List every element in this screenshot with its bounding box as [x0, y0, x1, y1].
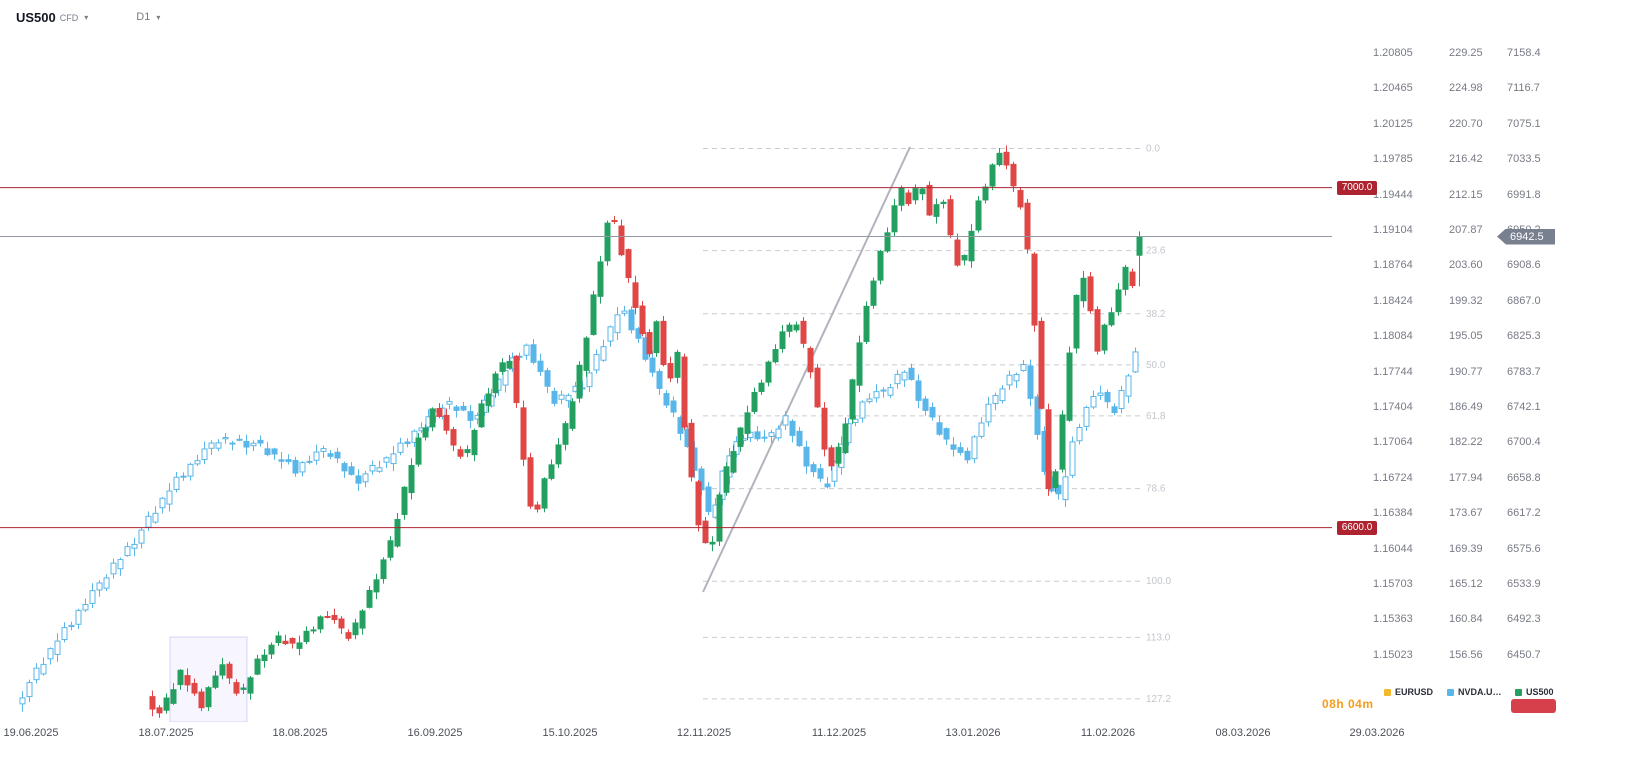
axis-value: 6492.3: [1507, 613, 1541, 626]
fib-label-127.2: 127.2: [1146, 694, 1171, 705]
axis-value: 220.70: [1449, 117, 1483, 130]
date-label: 19.06.2025: [3, 727, 59, 739]
axis-value: 6950.2: [1507, 224, 1541, 236]
axis-value: 1.17404: [1373, 401, 1413, 413]
axis-value: 203.60: [1449, 259, 1483, 272]
legend-item-us500[interactable]: US500: [1515, 687, 1554, 697]
axis-value: 6658.8: [1507, 471, 1541, 484]
trend-line[interactable]: [702, 146, 911, 593]
axis-value: 7033.5: [1507, 153, 1541, 166]
date-label: 11.02.2026: [1080, 727, 1136, 739]
time-scale[interactable]: 19.06.2025 18.07.2025 18.08.2025 16.09.2025…: [0, 722, 1635, 748]
date-label: 13.01.2026: [945, 727, 1001, 739]
axis-value: 1.19104: [1373, 224, 1413, 236]
legend-label: NVDA.U…: [1458, 687, 1502, 697]
fib-label-0.0: 0.0: [1146, 144, 1160, 155]
price-scales[interactable]: 1.20805 1.20465 1.20125 1.19785 1.19444 1.191…: [1340, 0, 1635, 722]
axis-value: 1.20125: [1373, 117, 1413, 130]
fib-label-23.6: 23.6: [1146, 246, 1166, 257]
chart-canvas[interactable]: 0.0 23.6 38.2 50.0 61.8 78.6 100.0 113.0 127.2: [0, 0, 1635, 722]
date-label: 16.09.2025: [407, 727, 463, 739]
axis-value: 1.18084: [1373, 330, 1413, 343]
price-scale-eurusd[interactable]: 1.20805 1.20465 1.20125 1.19785 1.19444 1.191…: [1373, 0, 1445, 722]
axis-value: 6991.8: [1507, 188, 1541, 201]
axis-value: 169.39: [1449, 542, 1483, 555]
axis-value: 6450.7: [1507, 648, 1541, 661]
axis-value: 1.15023: [1373, 648, 1413, 661]
axis-value: 195.05: [1449, 330, 1483, 343]
axis-value: 199.32: [1449, 294, 1483, 307]
date-label: 29.03.2026: [1349, 727, 1405, 739]
axis-value: 165.12: [1449, 578, 1483, 590]
axis-value: 190.77: [1449, 365, 1483, 378]
axis-value: 1.20465: [1373, 82, 1413, 95]
legend-item-nvdau[interactable]: NVDA.U…: [1447, 687, 1502, 697]
axis-value: 1.19444: [1373, 188, 1413, 201]
axis-value: 1.18764: [1373, 259, 1413, 272]
axis-value: 6575.6: [1507, 542, 1541, 555]
legend-label: US500: [1526, 687, 1554, 697]
legend-label: EURUSD: [1395, 687, 1434, 697]
axis-value: 1.15363: [1373, 613, 1413, 626]
legend-swatch-icon: [1384, 688, 1391, 696]
axis-value: 6783.7: [1507, 365, 1541, 378]
axis-value: 186.49: [1449, 401, 1483, 413]
axis-value: 6867.0: [1507, 294, 1541, 307]
date-label: 12.11.2025: [676, 727, 732, 739]
axis-value: 7075.1: [1507, 117, 1541, 130]
legend-swatch-icon: [1515, 688, 1522, 696]
fib-label-100.0: 100.0: [1146, 576, 1171, 587]
date-label: 11.12.2025: [811, 727, 867, 739]
timeframe-selector[interactable]: D1: [136, 11, 151, 23]
symbol-dropdown-caret-icon[interactable]: ▾: [84, 13, 89, 22]
date-label: 18.08.2025: [272, 727, 328, 739]
axis-value: 1.20805: [1373, 47, 1413, 59]
axis-value: 6908.6: [1507, 259, 1541, 272]
series-US500: [149, 145, 1143, 718]
axis-value: 212.15: [1449, 188, 1483, 201]
axis-value: 182.22: [1449, 436, 1483, 449]
axis-value: 7158.4: [1507, 47, 1541, 59]
axis-value: 1.17064: [1373, 436, 1413, 449]
axis-value: 6533.9: [1507, 578, 1541, 590]
axis-value: 6700.4: [1507, 436, 1541, 449]
axis-value: 207.87: [1449, 224, 1483, 236]
axis-value: 216.42: [1449, 153, 1483, 166]
date-label: 15.10.2025: [542, 727, 598, 739]
axis-value: 6825.3: [1507, 330, 1541, 343]
price-scale-nvda[interactable]: 229.25 224.98 220.70 216.42 212.15 207.87 203.…: [1449, 0, 1521, 722]
legend-swatch-icon: [1447, 688, 1454, 696]
axis-value: 7116.7: [1507, 82, 1540, 95]
fib-label-38.2: 38.2: [1146, 309, 1166, 320]
axis-value: 6617.2: [1507, 507, 1541, 520]
axis-value: 1.18424: [1373, 294, 1413, 307]
date-label: 08.03.2026: [1215, 727, 1271, 739]
fib-label-113.0: 113.0: [1146, 632, 1171, 643]
axis-value: 160.84: [1449, 613, 1483, 626]
legend-item-eurusd[interactable]: EURUSD: [1384, 687, 1433, 697]
date-label: 18.07.2025: [138, 727, 194, 739]
instrument-type-label: CFD: [59, 13, 79, 23]
axis-value: 6742.1: [1507, 401, 1541, 413]
axis-value: 224.98: [1449, 82, 1483, 95]
axis-value: 177.94: [1449, 471, 1483, 484]
fib-label-50.0: 50.0: [1146, 360, 1166, 371]
symbol-name[interactable]: US500: [16, 10, 56, 25]
axis-value: 1.16724: [1373, 471, 1413, 484]
fib-label-61.8: 61.8: [1146, 411, 1166, 422]
axis-value: 1.19785: [1373, 153, 1413, 166]
axis-value: 229.25: [1449, 47, 1483, 59]
symbol-bar: US500 CFD ▾ D1 ▾: [16, 10, 160, 28]
axis-value: 1.16044: [1373, 542, 1413, 555]
axis-value: 173.67: [1449, 507, 1483, 520]
axis-value: 1.17744: [1373, 365, 1413, 378]
axis-value: 1.16384: [1373, 507, 1413, 520]
axis-value: 156.56: [1449, 648, 1483, 661]
us500-red-price-pill[interactable]: [1511, 699, 1556, 713]
price-scale-us500[interactable]: 7158.4 7116.7 7075.1 7033.5 6991.8 6950.2 6908…: [1507, 0, 1579, 722]
fib-label-78.6: 78.6: [1146, 484, 1166, 495]
axis-value: 1.15703: [1373, 578, 1413, 590]
timeframe-dropdown-caret-icon[interactable]: ▾: [156, 13, 161, 22]
